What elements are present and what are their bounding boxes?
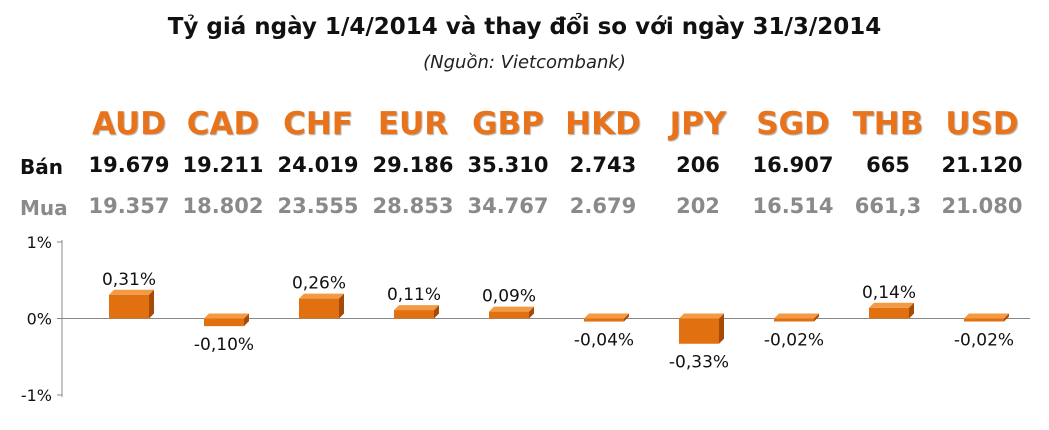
currency-header: AUD [92,106,166,142]
bar-top [964,313,1009,319]
sell-rate: 16.907 [752,153,834,177]
bar-top [109,289,154,295]
data-label: -0,33% [669,353,729,373]
currency-header: CAD [186,106,260,142]
data-label: 0,11% [387,285,441,305]
chart-title: Tỷ giá ngày 1/4/2014 và thay đổi so với … [167,14,882,40]
bar [109,294,149,319]
buy-rate: 19.357 [88,194,170,218]
buy-rate: 16.514 [752,194,834,218]
bar [204,318,244,327]
buy-rate: 23.555 [277,194,359,218]
buy-rate: 2.679 [569,194,637,218]
bar-side [1004,313,1009,322]
bar-side [149,289,154,319]
currency-header: JPY [669,106,727,142]
buy-rate: 34.767 [467,194,549,218]
bar-side [624,313,629,322]
bar [584,318,624,322]
bar-top [299,293,344,299]
bar-top [394,305,439,311]
bar-side [814,313,819,322]
sell-rate: 2.743 [569,153,637,177]
data-label: -0,04% [574,331,634,351]
currency-header: USD [945,106,1019,142]
bar [299,298,339,319]
bar-side [434,305,439,319]
sell-rate: 665 [866,153,910,177]
buy-rate: 28.853 [372,194,454,218]
bar [964,318,1004,322]
bar-top [774,313,819,319]
sell-rate: 35.310 [467,153,549,177]
currency-header: EUR [377,106,449,142]
bar-top [489,306,534,312]
bar [774,318,814,322]
buy-rate: 202 [676,194,720,218]
y-tick-label: 0% [27,310,52,329]
data-label: -0,02% [954,331,1014,351]
sell-row-label: Bán [20,155,63,179]
bar-top [869,302,914,308]
sell-rate: 21.120 [941,153,1023,177]
bar [394,310,434,319]
buy-rate: 18.802 [182,194,264,218]
currency-header: SGD [756,106,830,142]
y-tick-label: -1% [21,386,52,405]
change-bar-chart: 1% 0% -1% 0,31% -0,10% 0,26% 0,11% 0,09% -0,04% -… [21,233,1030,405]
bar [869,307,909,319]
data-label: -0,02% [764,331,824,351]
y-tick-label: 1% [27,233,52,252]
buy-rate: 21.080 [941,194,1023,218]
data-label: 0,14% [862,283,916,303]
buy-rate: 661,3 [854,194,922,218]
bar [489,311,529,319]
sell-rate: 19.679 [88,153,170,177]
currency-header: HKD [565,106,641,142]
sell-rate: 29.186 [372,153,454,177]
chart-subtitle: (Nguồn: Vietcombank) [423,52,626,73]
bar-top [679,313,724,319]
currency-header: GBP [472,106,544,142]
data-label: 0,26% [292,274,346,294]
bar-side [909,302,914,319]
sell-rate: 24.019 [277,153,359,177]
bar-top [204,313,249,319]
data-label: 0,31% [102,270,156,290]
bar-top [584,313,629,319]
sell-rate: 19.211 [182,153,264,177]
buy-row-label: Mua [20,196,68,220]
data-label: 0,09% [482,287,536,307]
bar [679,318,719,344]
bar-side [339,293,344,319]
currency-header: CHF [283,106,353,142]
bar-side [529,306,534,319]
data-label: -0,10% [194,335,254,355]
bar-side [719,313,724,344]
bar-side [244,313,249,327]
sell-rate: 206 [676,153,720,177]
currency-header: THB [852,106,924,142]
